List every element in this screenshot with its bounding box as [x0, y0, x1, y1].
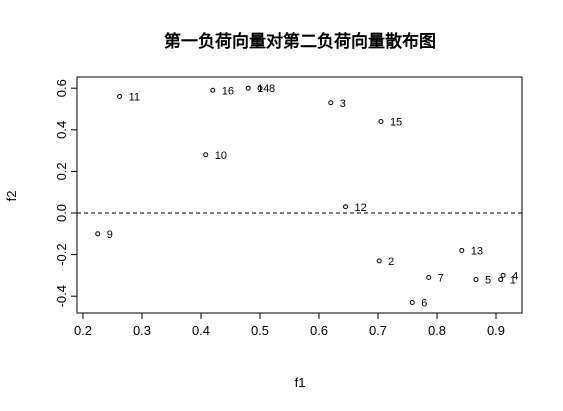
point-label: 11 [129, 92, 140, 104]
chart-title: 第一负荷向量对第二负荷向量散布图 [164, 31, 436, 52]
y-tick-label: 0.4 [54, 121, 69, 139]
point-label: 15 [390, 116, 402, 128]
x-axis-label: f1 [295, 375, 306, 390]
point-label: 5 [485, 275, 491, 287]
point-label: 7 [438, 272, 444, 284]
point-label: 4 [512, 270, 518, 282]
x-axis: 0.2 0.3 0.4 0.5 0.6 0.7 0.8 0.9 [74, 313, 505, 338]
data-point [409, 299, 415, 305]
data-point [117, 94, 123, 100]
point-label: 10 [215, 150, 227, 162]
y-tick-label: -0.4 [54, 285, 69, 307]
point-label: 13 [471, 245, 483, 257]
x-tick-label: 0.2 [74, 323, 92, 338]
point-label: 2 [388, 256, 394, 268]
data-point [378, 118, 384, 124]
y-tick-label: 0.0 [54, 204, 69, 222]
x-tick-label: 0.6 [310, 323, 328, 338]
y-axis: -0.4 -0.2 0.0 0.2 0.4 0.6 [54, 79, 77, 307]
data-point [459, 247, 465, 253]
data-point [328, 100, 334, 106]
point-label: 8 [269, 83, 275, 95]
data-point [473, 277, 479, 283]
x-tick-label: 0.8 [428, 323, 446, 338]
data-point [245, 85, 251, 91]
data-point [343, 204, 349, 210]
x-tick-label: 0.4 [192, 323, 210, 338]
point-label: 6 [421, 297, 427, 309]
data-point [426, 274, 432, 280]
data-point [95, 231, 101, 237]
data-point [500, 272, 506, 278]
point-label: 9 [107, 229, 113, 241]
point-label: 3 [340, 98, 346, 110]
y-tick-label: -0.2 [54, 243, 69, 265]
x-tick-label: 0.7 [369, 323, 387, 338]
data-point [210, 87, 216, 93]
data-point [257, 85, 263, 91]
x-tick-label: 0.5 [251, 323, 269, 338]
data-point [498, 277, 504, 283]
point-label: 14 [257, 83, 269, 95]
point-label: 12 [355, 202, 367, 214]
y-tick-label: 0.2 [54, 162, 69, 180]
y-axis-label: f2 [4, 191, 19, 202]
point-label: 1 [510, 275, 516, 287]
data-point [376, 258, 382, 264]
point-label: 16 [222, 85, 234, 97]
y-tick-label: 0.6 [54, 79, 69, 97]
x-tick-label: 0.9 [487, 323, 505, 338]
data-point [203, 152, 209, 158]
x-tick-label: 0.3 [133, 323, 151, 338]
plot-frame [76, 76, 523, 314]
